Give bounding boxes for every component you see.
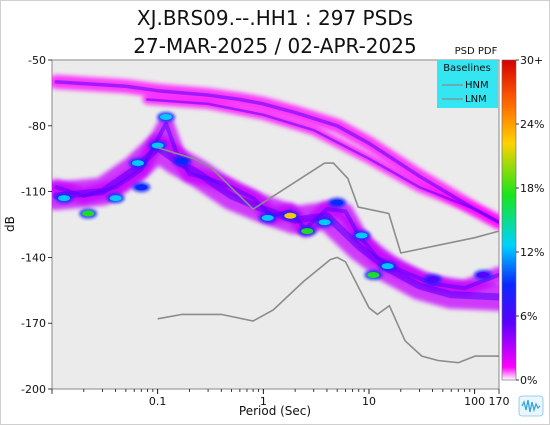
density-hotspot [318,219,331,226]
colorbar-tick-label: 24% [520,118,544,131]
baseline-hnm [157,146,499,254]
x-tick-label: 100 [464,395,485,408]
density-hotspot [135,184,148,191]
y-tick-label: -170 [21,317,46,330]
legend-label-hnm: HNM [465,80,489,91]
colorbar-ticks: 30+ 24% 18% 12% 6% 0% [516,54,544,387]
x-tick-label: 1 [260,395,267,408]
density-hotspot [131,160,144,167]
density-band-core [146,98,499,224]
density-hotspot [176,157,189,164]
x-tick-label: 10 [362,395,376,408]
y-axis: -50 -80 -110 -140 -170 -200 [21,54,52,396]
density-hotspot [58,195,71,202]
density-hotspot [160,114,173,121]
baseline-lnm [157,256,499,364]
density-hotspot [261,214,274,221]
y-tick-label: -140 [21,251,46,264]
y-tick-label: -80 [28,120,46,133]
x-tick-label: 170 [489,395,510,408]
chart-subtitle: 27-MAR-2025 / 02-APR-2025 [133,34,417,58]
density-hotspot [151,142,164,149]
legend-box [437,60,498,108]
density-hotspot [301,228,314,235]
y-axis-label: dB [3,216,17,232]
density-hotspot [355,232,368,239]
waveform-logo-icon [518,395,544,417]
density-hotspot [82,210,95,217]
colorbar-tick-label: 30+ [520,54,543,67]
colorbar-title: PSD PDF [455,46,498,57]
chart-title: XJ.BRS09.--.HH1 : 297 PSDs [136,6,414,30]
density-hotspot [367,271,380,278]
x-tick-label: 0.1 [149,395,167,408]
colorbar-tick-label: 6% [520,310,537,323]
legend-label-lnm: LNM [465,94,487,105]
psd-density-layer [52,74,499,311]
colorbar-tick-label: 0% [520,374,537,387]
x-axis: 0.1 1 10 100 170 [51,389,510,408]
colorbar-tick-label: 18% [520,182,544,195]
density-hotspot [426,276,439,283]
legend-title: Baselines [443,63,491,74]
y-tick-label: -50 [28,54,46,67]
density-hotspot [477,271,490,278]
baseline-curves [157,146,499,364]
density-band-core [54,80,499,225]
colorbar-tick-label: 12% [520,246,544,259]
colorbar [501,59,517,381]
y-tick-label: -200 [21,383,46,396]
x-axis-label: Period (Sec) [239,404,311,418]
y-tick-label: -110 [21,186,46,199]
density-hotspot [381,263,394,270]
density-hotspot [109,195,122,202]
density-hotspot [331,199,344,206]
density-hotspot [284,212,297,219]
baselines-legend: Baselines HNM LNM [437,60,498,108]
